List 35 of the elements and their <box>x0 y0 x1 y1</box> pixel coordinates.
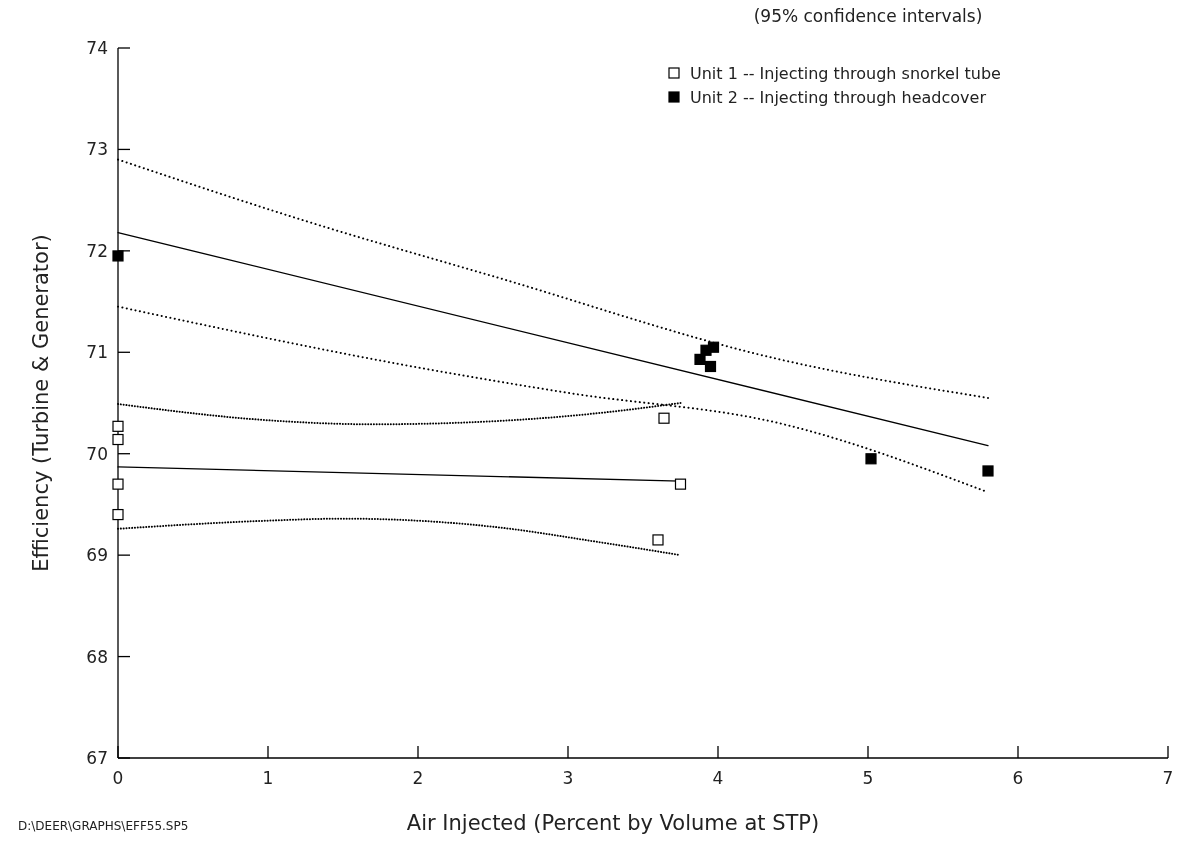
y-tick-label: 67 <box>86 748 108 768</box>
point <box>658 412 670 424</box>
point <box>704 360 717 373</box>
point <box>865 453 877 465</box>
point <box>707 341 720 353</box>
x-tick-label: 7 <box>1162 768 1174 788</box>
y-tick-label: 71 <box>86 342 108 363</box>
x-tick-label: 5 <box>862 768 874 788</box>
point <box>112 433 124 446</box>
y-tick-label: 73 <box>86 139 108 160</box>
point <box>652 534 664 546</box>
y-tick-label: 70 <box>86 443 108 464</box>
legend-label: Unit 1 -- Injecting through snorkel tube <box>690 64 1001 83</box>
point <box>112 250 124 262</box>
text: D:\DEER\GRAPHS\EFF55.SP5 <box>18 819 189 833</box>
y-tick-label: 68 <box>86 646 108 667</box>
point <box>112 478 124 490</box>
y-tick-label: 74 <box>86 38 108 58</box>
point <box>694 353 706 365</box>
chart-title: (95% confidence intervals) <box>753 6 983 26</box>
x-tick-label: 2 <box>412 768 424 788</box>
y-tick-label: 72 <box>86 240 108 261</box>
x-tick-label: 4 <box>712 768 724 788</box>
point <box>982 465 994 477</box>
point <box>112 420 124 432</box>
x-tick-label: 1 <box>262 768 274 788</box>
point <box>112 508 124 521</box>
x-tick-label: 0 <box>112 768 124 788</box>
y-tick-label: 69 <box>86 545 108 566</box>
x-tick-label: 3 <box>562 768 574 788</box>
y-axis-title: Efficiency (Turbine & Generator) <box>29 234 53 572</box>
x-axis-title: Air Injected (Percent by Volume at STP) <box>406 811 820 835</box>
x-tick-label: 6 <box>1012 768 1024 788</box>
point <box>674 478 687 490</box>
legend-label: Unit 2 -- Injecting through headcover <box>690 88 987 107</box>
